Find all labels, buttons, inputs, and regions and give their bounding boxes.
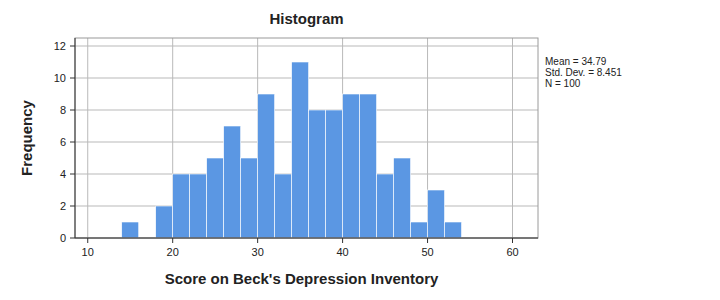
y-tick	[70, 238, 75, 239]
histogram-bar	[241, 158, 258, 238]
histogram-bar	[156, 206, 173, 238]
stats-annotation: Std. Dev. = 8.451	[545, 67, 622, 78]
stats-annotation: N = 100	[545, 78, 581, 89]
y-tick-label: 10	[54, 72, 66, 84]
x-tick-label: 20	[167, 246, 179, 258]
histogram-bar	[173, 174, 190, 238]
histogram-bar	[275, 174, 292, 238]
histogram-bar	[445, 222, 462, 238]
histogram-bar	[326, 110, 343, 238]
grid	[75, 38, 538, 238]
x-tick	[512, 238, 513, 243]
y-tick-label: 6	[60, 136, 66, 148]
y-tick	[70, 46, 75, 47]
x-tick	[87, 238, 88, 243]
stats-annotation: Mean = 34.79	[545, 56, 607, 67]
histogram-bar	[377, 174, 394, 238]
y-axis-label: Frequency	[18, 99, 35, 176]
y-tick	[70, 142, 75, 143]
title: Histogram	[269, 10, 343, 27]
x-grid-line	[87, 38, 88, 238]
x-tick	[342, 238, 343, 243]
y-grid-line	[75, 238, 538, 239]
x-axis-line	[75, 238, 538, 239]
y-grid-line	[75, 46, 538, 47]
y-tick-label: 0	[60, 232, 66, 244]
histogram-bar	[343, 94, 360, 238]
histogram-bar	[411, 222, 428, 238]
y-axis-line	[75, 38, 76, 238]
y-tick-label: 8	[60, 104, 66, 116]
histogram-bar	[394, 158, 411, 238]
chart: 0 2 4 6 8 10 12 10 20 30 40 50 60 Histogram Score on B…	[0, 0, 720, 300]
y-tick	[70, 110, 75, 111]
y-tick	[70, 174, 75, 175]
y-tick	[70, 78, 75, 79]
y-tick-label: 4	[60, 168, 66, 180]
y-tick-label: 2	[60, 200, 66, 212]
x-tick-label: 30	[252, 246, 264, 258]
y-tick-label: 12	[54, 40, 66, 52]
histogram-bar	[122, 222, 139, 238]
bars	[122, 62, 462, 238]
histogram-bar	[309, 110, 326, 238]
plot-frame	[75, 38, 538, 238]
ticks: 0 2 4 6 8 10 12 10 20 30 40 50 60	[54, 40, 519, 258]
histogram-bar	[292, 62, 309, 238]
histogram-bar	[258, 94, 275, 238]
x-tick	[257, 238, 258, 243]
x-tick-label: 50	[421, 246, 433, 258]
x-tick-label: 60	[506, 246, 518, 258]
y-tick	[70, 206, 75, 207]
x-grid-line	[512, 38, 513, 238]
x-axis-label: Score on Beck's Depression Inventory	[165, 270, 439, 287]
x-tick-label: 40	[336, 246, 348, 258]
histogram-bar	[224, 126, 241, 238]
histogram-bar	[428, 190, 445, 238]
x-tick	[427, 238, 428, 243]
histogram-bar	[190, 174, 207, 238]
x-tick-label: 10	[82, 246, 94, 258]
x-tick	[172, 238, 173, 243]
histogram-bar	[360, 94, 377, 238]
histogram-bar	[207, 158, 224, 238]
